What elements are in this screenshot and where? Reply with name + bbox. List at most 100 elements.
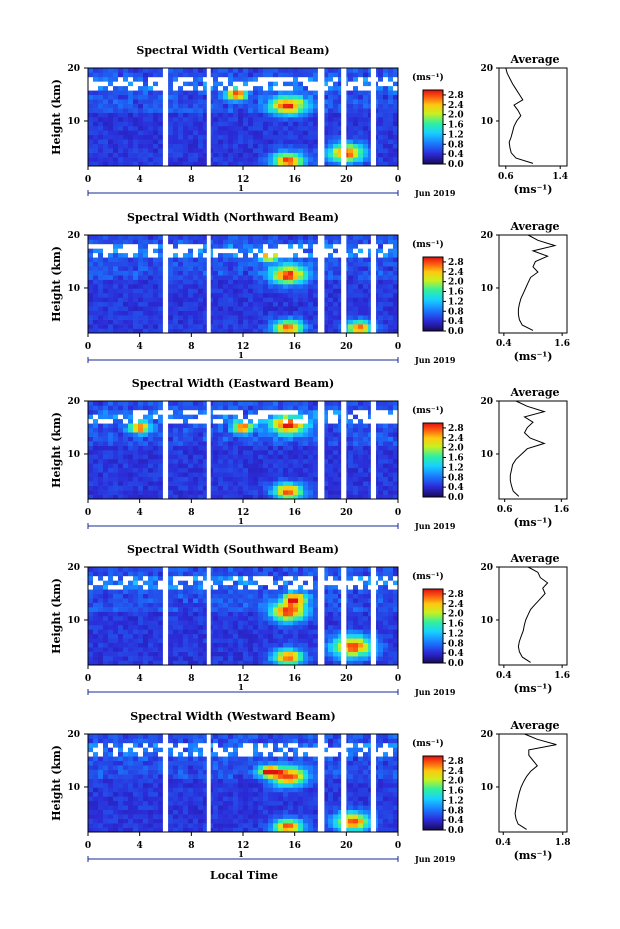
x-tick-label: 0 (395, 841, 401, 851)
profile-x-tick-label: 1.6 (554, 671, 570, 681)
data-gap (206, 235, 211, 333)
profile-frame (498, 67, 568, 167)
colorbar-tick-label: 1.6 (448, 288, 464, 298)
date-label: Jun 2019 (414, 687, 456, 697)
data-gap (317, 734, 325, 832)
y-axis-label: Height (km) (50, 412, 63, 488)
colorbar-tick-label: 1.2 (448, 130, 464, 140)
profile-x-tick-label: 0.4 (496, 671, 512, 681)
heatmap-cells (88, 68, 399, 167)
colorbar-tick-label: 2.0 (448, 278, 464, 288)
data-gap (370, 235, 377, 333)
colorbar-tick-label: 0.4 (448, 483, 464, 493)
data-gap (341, 567, 347, 665)
x-tick-label: 4 (137, 674, 143, 684)
day-label: 1 (238, 183, 244, 193)
colorbar-tick-label: 1.6 (448, 121, 464, 131)
x-tick-label: 20 (340, 508, 353, 518)
data-gap (206, 401, 211, 499)
panel-2: Spectral Width (Northward Beam) 0 4 8 12 16 20… (50, 211, 570, 365)
x-tick-label: 16 (288, 342, 301, 352)
panels: Spectral Width (Vertical Beam) 0 4 8 12 16 20 0… (50, 44, 571, 864)
colorbar-tick-label: 0.4 (448, 649, 464, 659)
y-tick-label: 20 (67, 563, 80, 573)
x-tick-label: 20 (340, 841, 353, 851)
y-axis-label: Height (km) (50, 246, 63, 322)
x-tick-label: 20 (340, 175, 353, 185)
x-tick-label: 4 (137, 841, 143, 851)
profile-y-tick-label: 10 (480, 284, 493, 294)
date-label: Jun 2019 (414, 355, 456, 365)
data-gap (317, 68, 325, 166)
data-gap (341, 401, 347, 499)
data-gap (341, 734, 347, 832)
y-axis-label: Height (km) (50, 79, 63, 155)
colorbar-tick-label: 2.4 (448, 767, 464, 777)
chart-title: Spectral Width (Southward Beam) (127, 543, 339, 556)
profile-x-tick-label: 1.6 (554, 339, 570, 349)
chart-title: Spectral Width (Northward Beam) (127, 211, 339, 224)
x-tick-label: 0 (85, 841, 91, 851)
profile-y-tick-label: 10 (480, 117, 493, 127)
x-tick-label: 12 (237, 342, 250, 352)
profile-x-label: (ms⁻¹) (514, 682, 553, 695)
date-label: Jun 2019 (414, 188, 456, 198)
profile-x-tick-label: 0.4 (495, 838, 511, 848)
heatmap-cells (88, 235, 399, 334)
colorbar-label: (ms⁻¹) (412, 239, 444, 250)
colorbar-label: (ms⁻¹) (412, 72, 444, 83)
colorbar-tick-label: 2.4 (448, 600, 464, 610)
colorbar-tick-label: 2.8 (448, 757, 464, 767)
y-tick-label: 10 (67, 450, 80, 460)
x-tick-label: 0 (395, 508, 401, 518)
x-tick-label: 16 (288, 841, 301, 851)
data-gap (162, 235, 169, 333)
x-tick-label: 4 (137, 175, 143, 185)
colorbar-label: (ms⁻¹) (412, 738, 444, 749)
x-tick-label: 8 (188, 674, 194, 684)
colorbar-tick-label: 2.8 (448, 258, 464, 268)
profile-line (514, 733, 557, 830)
colorbar-tick-label: 1.2 (448, 629, 464, 639)
x-tick-label: 16 (288, 508, 301, 518)
profile-x-tick-label: 1.4 (552, 172, 568, 182)
data-gap (341, 235, 347, 333)
x-tick-label: 0 (85, 175, 91, 185)
colorbar-tick-label: 1.2 (448, 796, 464, 806)
colorbar-tick-label: 2.8 (448, 424, 464, 434)
colorbar-tick-label: 0.8 (448, 806, 464, 816)
colorbar-tick-label: 2.8 (448, 590, 464, 600)
x-tick-label: 16 (288, 175, 301, 185)
colorbar-tick-label: 1.2 (448, 463, 464, 473)
profile-y-tick-label: 20 (480, 730, 493, 740)
x-tick-label: 4 (137, 342, 143, 352)
day-label: 1 (238, 516, 244, 526)
x-tick-label: 8 (188, 841, 194, 851)
x-tick-label: 0 (85, 342, 91, 352)
colorbar-label: (ms⁻¹) (412, 571, 444, 582)
x-tick-label: 16 (288, 674, 301, 684)
x-tick-label: 12 (237, 175, 250, 185)
y-tick-label: 20 (67, 64, 80, 74)
heatmap-cells (88, 734, 399, 833)
colorbar (422, 588, 444, 664)
colorbar-tick-label: 2.4 (448, 268, 464, 278)
profile-frame (498, 400, 568, 500)
colorbar-tick-label: 0.0 (448, 493, 464, 503)
colorbar-tick-label: 0.0 (448, 826, 464, 836)
profile-frame (498, 733, 568, 833)
x-tick-label: 0 (85, 508, 91, 518)
colorbar-tick-label: 2.4 (448, 101, 464, 111)
y-tick-label: 10 (67, 616, 80, 626)
profile-y-tick-label: 10 (480, 450, 493, 460)
panel-1: Spectral Width (Vertical Beam) 0 4 8 12 16 20 0… (50, 44, 568, 198)
profile-x-label: (ms⁻¹) (514, 516, 553, 529)
day-label: 1 (238, 350, 244, 360)
profile-y-tick-label: 20 (480, 231, 493, 241)
data-gap (162, 401, 169, 499)
colorbar-tick-label: 2.0 (448, 610, 464, 620)
colorbar-label: (ms⁻¹) (412, 405, 444, 416)
data-gap (370, 734, 377, 832)
colorbar-tick-label: 0.8 (448, 639, 464, 649)
